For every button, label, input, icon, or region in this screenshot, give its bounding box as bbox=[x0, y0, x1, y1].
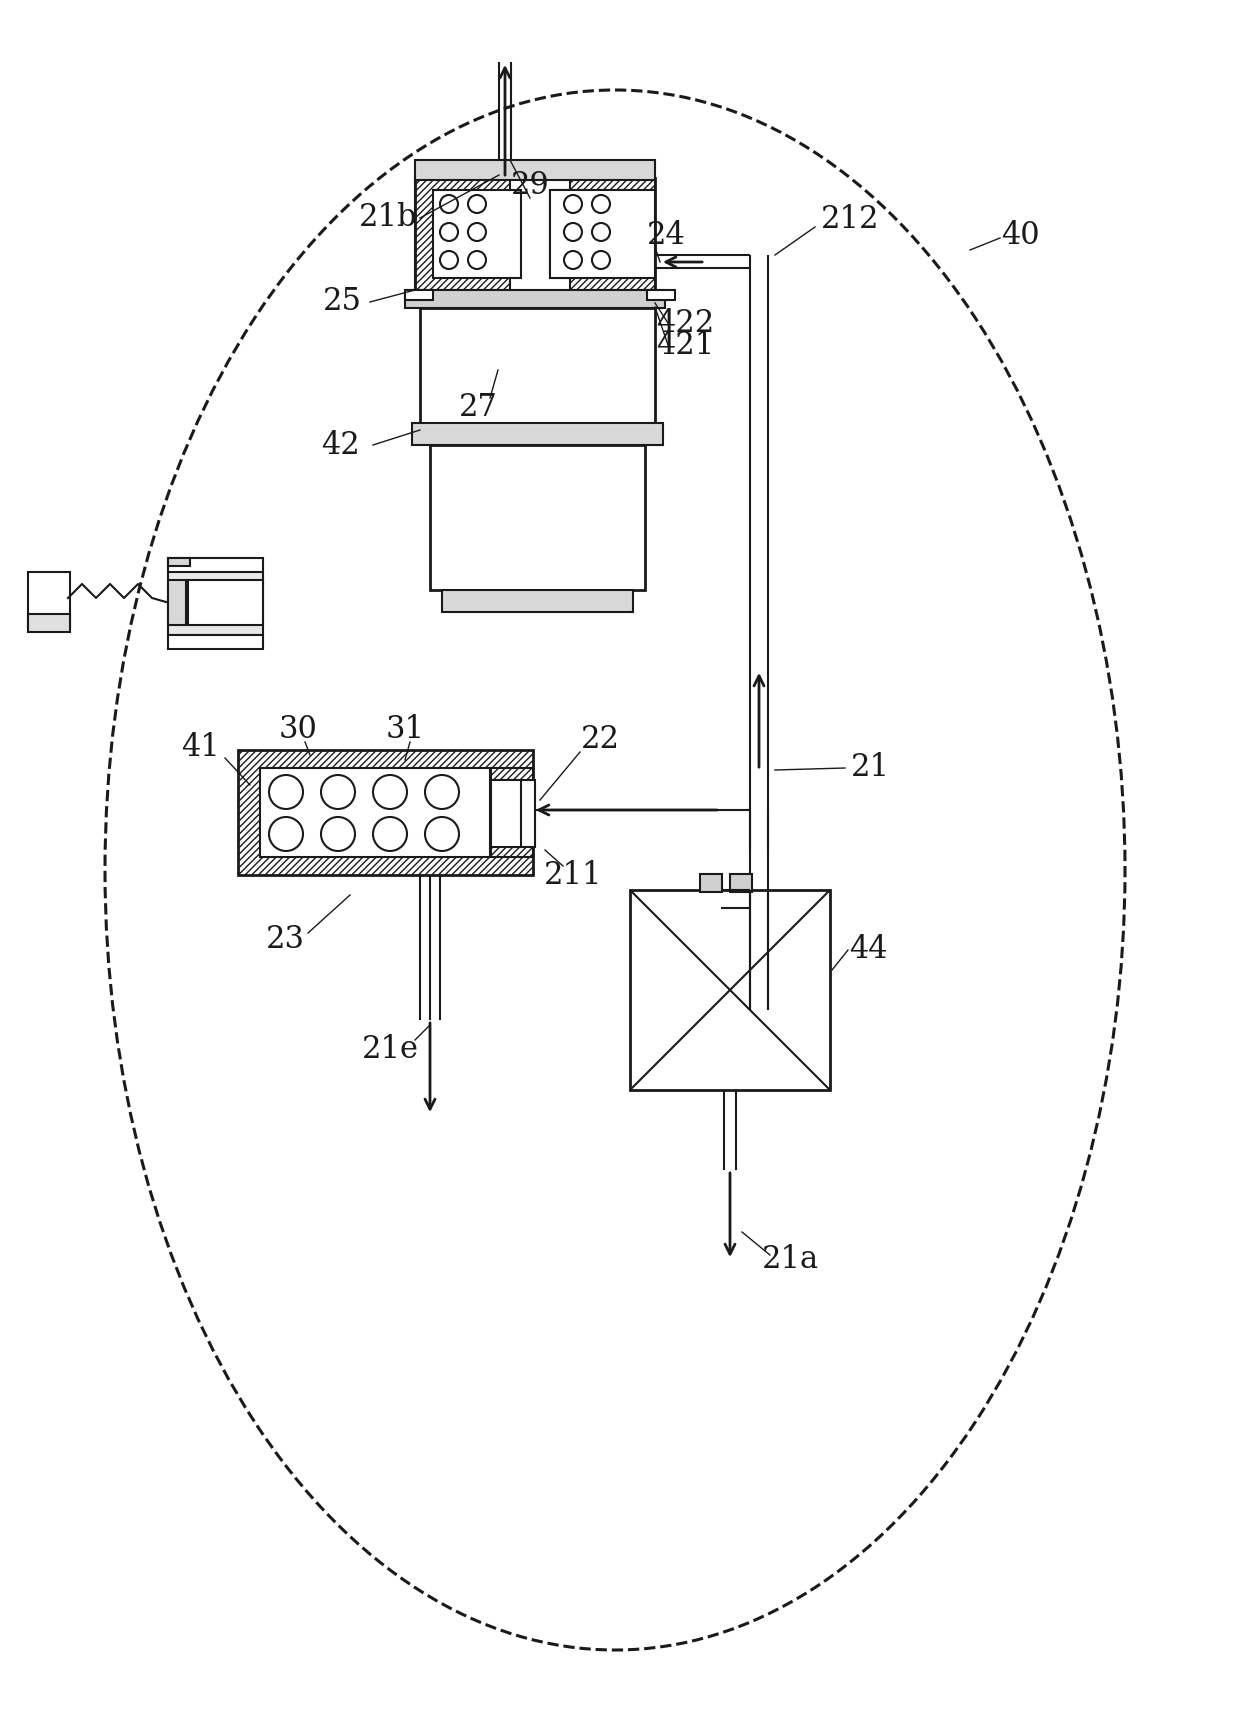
Circle shape bbox=[467, 251, 486, 269]
Circle shape bbox=[564, 224, 582, 241]
Circle shape bbox=[425, 816, 459, 851]
Circle shape bbox=[564, 251, 582, 269]
Bar bbox=[167, 558, 263, 572]
Text: 21e: 21e bbox=[362, 1035, 419, 1066]
Circle shape bbox=[440, 195, 458, 214]
Circle shape bbox=[440, 224, 458, 241]
Bar bbox=[405, 289, 433, 300]
Circle shape bbox=[591, 251, 610, 269]
Circle shape bbox=[440, 251, 458, 269]
Bar bbox=[29, 615, 69, 632]
Text: 42: 42 bbox=[321, 429, 360, 460]
Text: 421: 421 bbox=[656, 329, 714, 360]
Circle shape bbox=[321, 775, 355, 809]
Text: 422: 422 bbox=[656, 308, 714, 339]
Circle shape bbox=[591, 224, 610, 241]
Bar bbox=[430, 444, 645, 591]
Text: 41: 41 bbox=[181, 732, 219, 763]
Bar bbox=[167, 635, 263, 649]
Text: 29: 29 bbox=[511, 169, 549, 200]
Circle shape bbox=[269, 775, 303, 809]
Bar bbox=[412, 424, 663, 444]
Bar bbox=[29, 572, 69, 627]
Text: 212: 212 bbox=[821, 205, 879, 236]
Bar bbox=[647, 289, 675, 300]
Text: 211: 211 bbox=[544, 861, 603, 892]
Bar bbox=[167, 580, 186, 625]
Bar bbox=[238, 751, 533, 875]
Bar bbox=[433, 189, 521, 277]
Circle shape bbox=[467, 224, 486, 241]
Bar bbox=[441, 591, 632, 611]
Text: 23: 23 bbox=[265, 925, 305, 956]
Text: 21a: 21a bbox=[761, 1245, 818, 1276]
Bar bbox=[420, 308, 655, 424]
Bar bbox=[167, 558, 190, 567]
Bar bbox=[415, 160, 655, 181]
Circle shape bbox=[467, 195, 486, 214]
Bar bbox=[491, 780, 521, 847]
Text: 21b: 21b bbox=[358, 203, 417, 234]
Circle shape bbox=[425, 775, 459, 809]
Circle shape bbox=[564, 195, 582, 214]
Bar bbox=[491, 768, 533, 858]
Circle shape bbox=[373, 816, 407, 851]
Text: 24: 24 bbox=[646, 219, 686, 250]
Text: 25: 25 bbox=[322, 286, 362, 317]
Text: 27: 27 bbox=[459, 393, 497, 424]
Text: 30: 30 bbox=[279, 715, 317, 746]
Bar bbox=[405, 289, 665, 308]
Circle shape bbox=[373, 775, 407, 809]
Text: 31: 31 bbox=[386, 715, 424, 746]
Bar bbox=[167, 570, 263, 635]
Bar bbox=[415, 177, 510, 289]
Circle shape bbox=[269, 816, 303, 851]
Circle shape bbox=[321, 816, 355, 851]
Bar bbox=[551, 189, 655, 277]
Bar bbox=[260, 768, 490, 858]
Text: 40: 40 bbox=[1001, 219, 1039, 250]
Bar bbox=[556, 189, 632, 277]
Text: 22: 22 bbox=[580, 725, 620, 756]
Bar bbox=[188, 580, 263, 625]
Bar bbox=[415, 177, 655, 289]
Bar bbox=[730, 875, 751, 892]
Circle shape bbox=[591, 195, 610, 214]
Text: 21: 21 bbox=[851, 753, 889, 784]
Bar bbox=[513, 780, 534, 847]
Bar bbox=[570, 177, 655, 289]
Bar bbox=[630, 890, 830, 1090]
Bar bbox=[701, 875, 722, 892]
Text: 44: 44 bbox=[848, 935, 888, 966]
